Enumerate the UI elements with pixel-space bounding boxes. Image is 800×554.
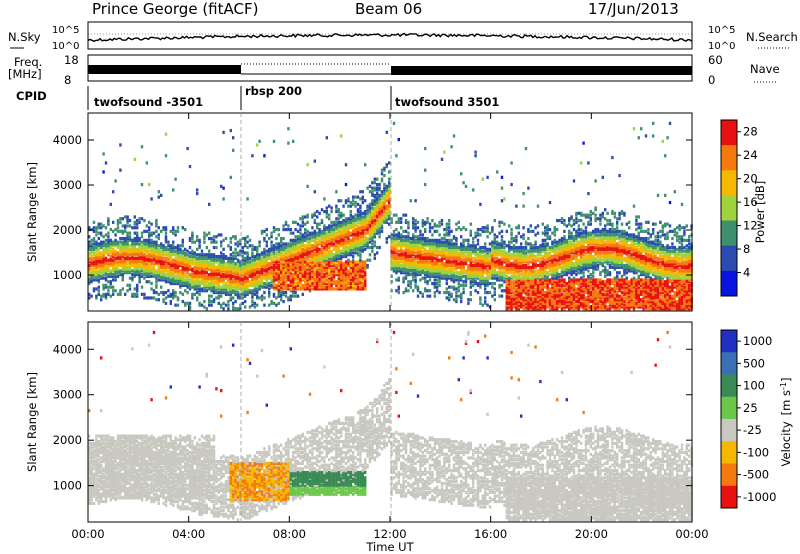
freq-unit-label: [MHz] <box>8 67 42 81</box>
date-title: 17/Jun/2013 <box>588 0 679 18</box>
cpid-label: CPID <box>16 89 47 103</box>
beam-title: Beam 06 <box>355 0 422 18</box>
velocity-colorbar-label: Velocity [m s-1] <box>779 378 794 467</box>
colorbar-swatch <box>721 441 737 464</box>
power-colorbar-tick: 24 <box>743 148 758 162</box>
velocity-panel: 1000 2000 3000 4000 <box>53 322 693 522</box>
xtick-label: 08:00 <box>273 527 306 541</box>
colorbar-swatch <box>721 375 737 398</box>
power-ylabel: Slant Range [km] <box>25 162 39 262</box>
power-colorbar-tick: 4 <box>743 266 750 280</box>
nsky-trace <box>88 34 692 42</box>
cpid-segment-1: twofsound -3501 <box>94 95 203 109</box>
radar-summary-figure: Prince George (fitACF) Beam 06 17/Jun/20… <box>0 0 800 554</box>
nsky-panel <box>88 22 692 49</box>
colorbar-swatch <box>721 464 737 487</box>
power-colorbar-tick: 8 <box>743 242 750 256</box>
xtick-label: 04:00 <box>172 527 205 541</box>
velocity-colorbar-tick: 1000 <box>743 334 772 348</box>
nsky-label: N.Sky <box>8 30 41 44</box>
colorbar-swatch <box>721 195 737 221</box>
ytick-label: 2000 <box>53 223 82 237</box>
freq-band-1 <box>88 65 241 74</box>
xtick-label: 00:00 <box>675 527 708 541</box>
xtick-label: 16:00 <box>474 527 507 541</box>
ytick-label: 1000 <box>53 479 82 493</box>
cpid-row: twofsound -3501 rbsp 200 twofsound 3501 <box>88 84 499 110</box>
nsearch-tick-top: 10^5 <box>708 25 735 36</box>
colorbar-swatch <box>721 330 737 353</box>
ytick-label: 3000 <box>53 178 82 192</box>
colorbar-swatch <box>721 221 737 247</box>
velocity-colorbar-exp: -1 <box>779 382 788 390</box>
colorbar-swatch <box>721 352 737 375</box>
freq-panel <box>88 55 692 81</box>
ytick-label: 1000 <box>53 268 82 282</box>
velocity-colorbar: 1000 500 100 25 -25 -100 -500 -1000 <box>721 330 776 509</box>
velocity-colorbar-tick: 500 <box>743 356 765 370</box>
freq-tick-bottom: 8 <box>64 73 71 87</box>
velocity-colorbar-unit: [m s <box>779 390 793 415</box>
velocity-ylabel: Slant Range [km] <box>25 372 39 472</box>
freq-tick-top: 18 <box>64 53 79 67</box>
colorbar-swatch <box>721 486 737 509</box>
colorbar-swatch <box>721 120 737 146</box>
ytick-label: 4000 <box>53 342 82 356</box>
colorbar-swatch <box>721 271 737 297</box>
colorbar-swatch <box>721 170 737 196</box>
power-colorbar-tick: 28 <box>743 125 758 139</box>
velocity-colorbar-tick: -500 <box>743 468 769 482</box>
nave-tick-bottom: 0 <box>708 73 715 87</box>
velocity-colorbar-tick: 100 <box>743 379 765 393</box>
nave-label: Nave <box>750 62 780 76</box>
station-title: Prince George (fitACF) <box>92 0 258 18</box>
power-colorbar-label: Power [dB] <box>753 181 767 244</box>
colorbar-swatch <box>721 397 737 420</box>
ytick-label: 4000 <box>53 133 82 147</box>
xtick-label: 00:00 <box>71 527 104 541</box>
nsky-tick-top: 10^5 <box>52 25 79 36</box>
nsearch-tick-bottom: 10^0 <box>708 41 735 52</box>
colorbar-swatch <box>721 246 737 272</box>
velocity-colorbar-tick: 25 <box>743 401 758 415</box>
nsky-tick-bottom: 10^0 <box>52 41 79 52</box>
xtick-label: 20:00 <box>575 527 608 541</box>
x-axis-label: Time UT <box>365 540 414 554</box>
ytick-label: 2000 <box>53 433 82 447</box>
cpid-segment-2: rbsp 200 <box>245 84 302 98</box>
nsearch-label: N.Search <box>746 30 798 44</box>
colorbar-swatch <box>721 145 737 171</box>
power-panel: 1000 2000 3000 4000 <box>53 113 693 311</box>
colorbar-swatch <box>721 419 737 442</box>
velocity-colorbar-close: ] <box>779 378 793 383</box>
velocity-colorbar-tick: -100 <box>743 445 769 459</box>
ytick-label: 3000 <box>53 388 82 402</box>
cpid-segment-3: twofsound 3501 <box>395 95 499 109</box>
velocity-colorbar-tick: -25 <box>743 423 762 437</box>
freq-band-3 <box>391 66 692 75</box>
xtick-label: 12:00 <box>373 527 406 541</box>
velocity-colorbar-main: Velocity <box>779 421 793 466</box>
velocity-colorbar-tick: -1000 <box>743 490 776 504</box>
nave-tick-top: 60 <box>708 53 723 67</box>
